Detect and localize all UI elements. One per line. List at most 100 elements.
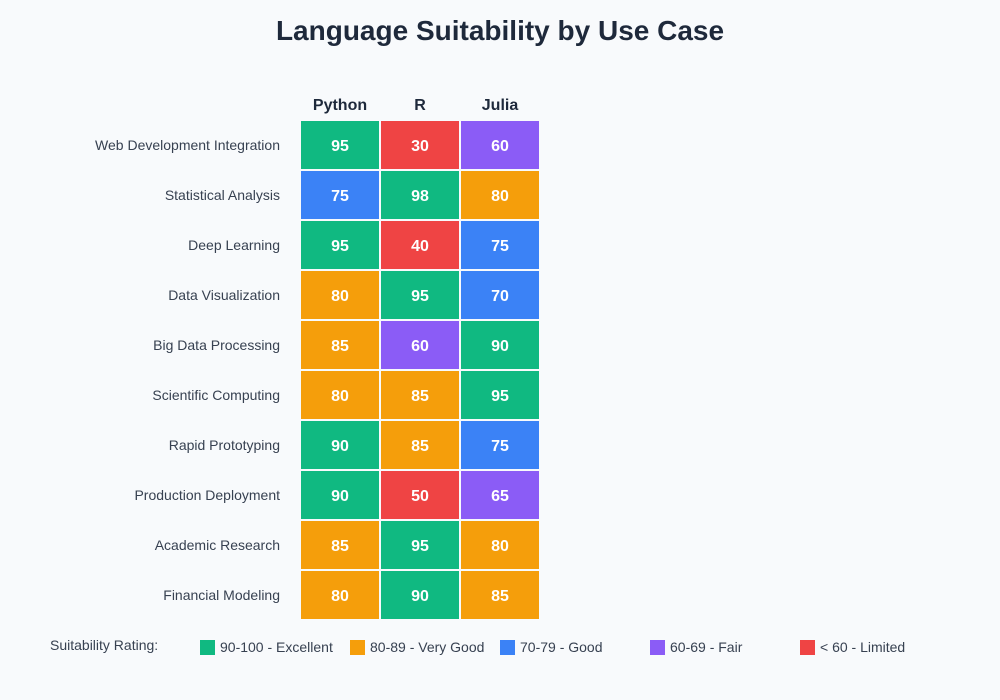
heatmap-cell: 95 bbox=[461, 371, 539, 419]
heatmap-cell: 75 bbox=[461, 421, 539, 469]
legend-swatch bbox=[350, 640, 365, 655]
cell-rect bbox=[301, 521, 379, 569]
cell-value: 75 bbox=[331, 188, 349, 205]
cell-rect bbox=[381, 271, 459, 319]
cell-value: 95 bbox=[331, 238, 349, 255]
cell-value: 60 bbox=[411, 338, 429, 355]
heatmap-cell: 80 bbox=[301, 571, 379, 619]
column-header-r: R bbox=[414, 97, 426, 114]
heatmap-cell: 95 bbox=[381, 271, 459, 319]
cell-value: 90 bbox=[411, 588, 429, 605]
heatmap-cell: 30 bbox=[381, 121, 459, 169]
heatmap-cells: 95 30 60 75 98 80 95 40 75 80 95 70 85 60 90 80 85 95 90 85… bbox=[301, 121, 539, 619]
heatmap-cell: 80 bbox=[461, 521, 539, 569]
row-label-rapid-prototyping: Rapid Prototyping bbox=[169, 437, 280, 453]
row-label-web-development-integration: Web Development Integration bbox=[95, 137, 280, 153]
legend-label: 60-69 - Fair bbox=[670, 639, 743, 655]
cell-rect bbox=[301, 321, 379, 369]
chart-title: Language Suitability by Use Case bbox=[276, 15, 724, 46]
cell-rect bbox=[301, 471, 379, 519]
cell-value: 85 bbox=[331, 338, 349, 355]
row-label-statistical-analysis: Statistical Analysis bbox=[165, 187, 280, 203]
legend-swatch bbox=[650, 640, 665, 655]
cell-rect bbox=[301, 121, 379, 169]
cell-rect bbox=[381, 371, 459, 419]
cell-rect bbox=[381, 471, 459, 519]
heatmap-cell: 70 bbox=[461, 271, 539, 319]
cell-value: 90 bbox=[491, 338, 509, 355]
heatmap-cell: 80 bbox=[301, 271, 379, 319]
legend-item: 80-89 - Very Good bbox=[350, 639, 484, 655]
row-label-data-visualization: Data Visualization bbox=[168, 287, 280, 303]
cell-rect bbox=[381, 571, 459, 619]
row-label-academic-research: Academic Research bbox=[155, 537, 280, 553]
cell-value: 95 bbox=[411, 288, 429, 305]
cell-value: 90 bbox=[331, 438, 349, 455]
cell-value: 70 bbox=[491, 288, 509, 305]
cell-rect bbox=[381, 521, 459, 569]
heatmap-cell: 90 bbox=[381, 571, 459, 619]
cell-value: 95 bbox=[411, 538, 429, 555]
cell-value: 80 bbox=[491, 538, 509, 555]
cell-rect bbox=[301, 421, 379, 469]
cell-value: 75 bbox=[491, 438, 509, 455]
legend-label: 90-100 - Excellent bbox=[220, 639, 333, 655]
cell-value: 95 bbox=[491, 388, 509, 405]
cell-value: 85 bbox=[331, 538, 349, 555]
cell-rect bbox=[461, 371, 539, 419]
heatmap-cell: 85 bbox=[381, 371, 459, 419]
heatmap-cell: 80 bbox=[301, 371, 379, 419]
column-headers: Python R Julia bbox=[313, 97, 518, 114]
legend-swatch bbox=[800, 640, 815, 655]
heatmap-cell: 50 bbox=[381, 471, 459, 519]
cell-value: 80 bbox=[331, 288, 349, 305]
cell-rect bbox=[381, 321, 459, 369]
heatmap-cell: 90 bbox=[301, 471, 379, 519]
heatmap-cell: 90 bbox=[301, 421, 379, 469]
legend: Suitability Rating: 90-100 - Excellent 80… bbox=[50, 637, 905, 655]
cell-rect bbox=[461, 421, 539, 469]
legend-label: 80-89 - Very Good bbox=[370, 639, 484, 655]
cell-value: 95 bbox=[331, 138, 349, 155]
cell-rect bbox=[301, 271, 379, 319]
heatmap-cell: 95 bbox=[381, 521, 459, 569]
cell-rect bbox=[301, 221, 379, 269]
cell-value: 98 bbox=[411, 188, 429, 205]
heatmap-cell: 85 bbox=[301, 321, 379, 369]
cell-rect bbox=[381, 171, 459, 219]
cell-rect bbox=[461, 121, 539, 169]
column-header-julia: Julia bbox=[482, 97, 519, 114]
cell-value: 40 bbox=[411, 238, 429, 255]
heatmap-cell: 60 bbox=[461, 121, 539, 169]
legend-title: Suitability Rating: bbox=[50, 637, 158, 653]
cell-rect bbox=[461, 321, 539, 369]
legend-swatch bbox=[500, 640, 515, 655]
heatmap-cell: 90 bbox=[461, 321, 539, 369]
heatmap-cell: 85 bbox=[461, 571, 539, 619]
cell-value: 85 bbox=[491, 588, 509, 605]
cell-rect bbox=[301, 371, 379, 419]
legend-item: 90-100 - Excellent bbox=[200, 639, 333, 655]
heatmap-cell: 65 bbox=[461, 471, 539, 519]
cell-rect bbox=[301, 571, 379, 619]
legend-label: < 60 - Limited bbox=[820, 639, 905, 655]
legend-swatch bbox=[200, 640, 215, 655]
cell-rect bbox=[461, 521, 539, 569]
cell-value: 75 bbox=[491, 238, 509, 255]
cell-rect bbox=[381, 221, 459, 269]
row-label-production-deployment: Production Deployment bbox=[134, 487, 280, 503]
cell-rect bbox=[461, 271, 539, 319]
legend-item: 70-79 - Good bbox=[500, 639, 603, 655]
heatmap-cell: 95 bbox=[301, 121, 379, 169]
legend-item: 60-69 - Fair bbox=[650, 639, 743, 655]
heatmap-cell: 85 bbox=[301, 521, 379, 569]
heatmap-cell: 85 bbox=[381, 421, 459, 469]
cell-rect bbox=[461, 471, 539, 519]
heatmap-cell: 75 bbox=[301, 171, 379, 219]
row-label-big-data-processing: Big Data Processing bbox=[153, 337, 280, 353]
cell-value: 30 bbox=[411, 138, 429, 155]
cell-value: 80 bbox=[491, 188, 509, 205]
heatmap-cell: 60 bbox=[381, 321, 459, 369]
cell-value: 80 bbox=[331, 588, 349, 605]
